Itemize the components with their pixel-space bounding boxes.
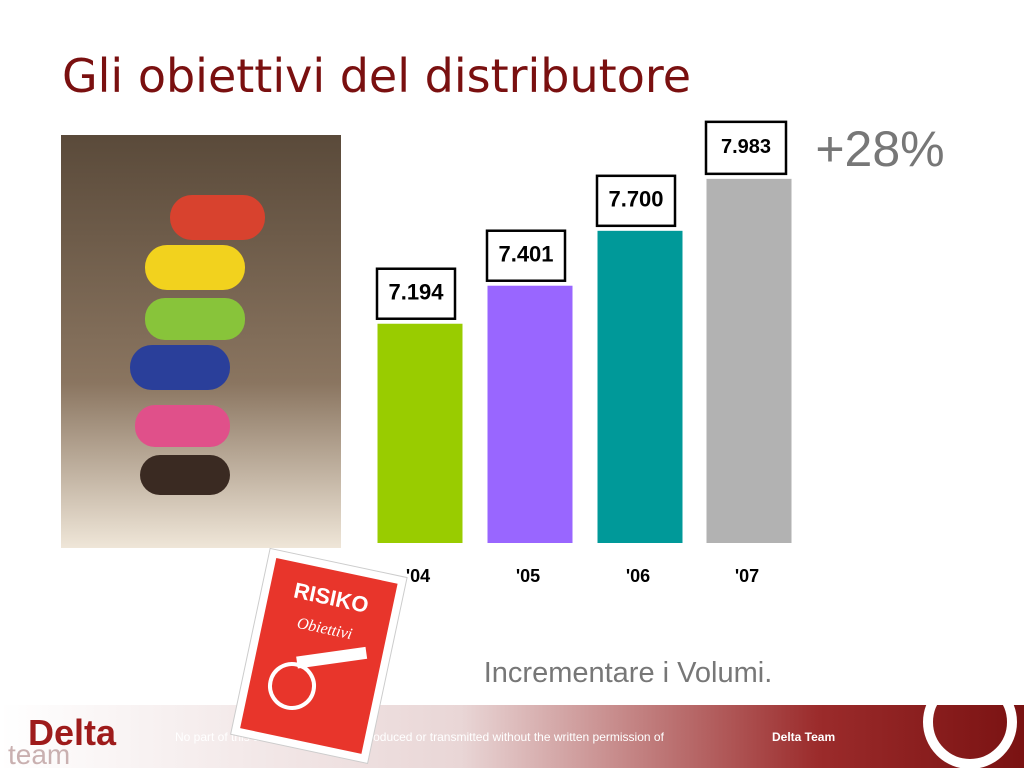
footer-band bbox=[0, 705, 1024, 768]
x-tick-label: '07 bbox=[735, 566, 759, 586]
bar bbox=[706, 178, 792, 543]
x-tick-label: '04 bbox=[406, 566, 430, 586]
card: RISIKO Obiettivi bbox=[230, 547, 408, 765]
caption: Incrementare i Volumi. bbox=[484, 657, 773, 689]
value-label-box bbox=[595, 174, 677, 228]
footer-owner: Delta Team bbox=[772, 730, 835, 744]
bar bbox=[487, 285, 573, 543]
chart: 7.194 '04 7.401 '05 7.700 '06 7.983 '07 +28% bbox=[375, 120, 945, 586]
logo-name: Delta bbox=[28, 712, 117, 753]
value-label: 7.983 bbox=[721, 136, 771, 158]
footer-ring bbox=[923, 675, 1017, 768]
logo-sub: team bbox=[8, 739, 70, 768]
slide-title: Gli obiettivi del distributore bbox=[62, 49, 691, 103]
x-tick-label: '06 bbox=[626, 566, 650, 586]
value-label-box bbox=[704, 120, 788, 176]
x-tick-label: '05 bbox=[516, 566, 540, 586]
value-label: 7.194 bbox=[388, 280, 444, 305]
value-label: 7.401 bbox=[498, 242, 553, 267]
value-label-box bbox=[375, 267, 457, 320]
bar bbox=[597, 230, 683, 543]
bar bbox=[377, 323, 463, 543]
value-label: 7.700 bbox=[608, 187, 663, 212]
photo bbox=[61, 135, 341, 548]
value-label-box bbox=[485, 229, 567, 282]
annotation: +28% bbox=[815, 121, 944, 177]
